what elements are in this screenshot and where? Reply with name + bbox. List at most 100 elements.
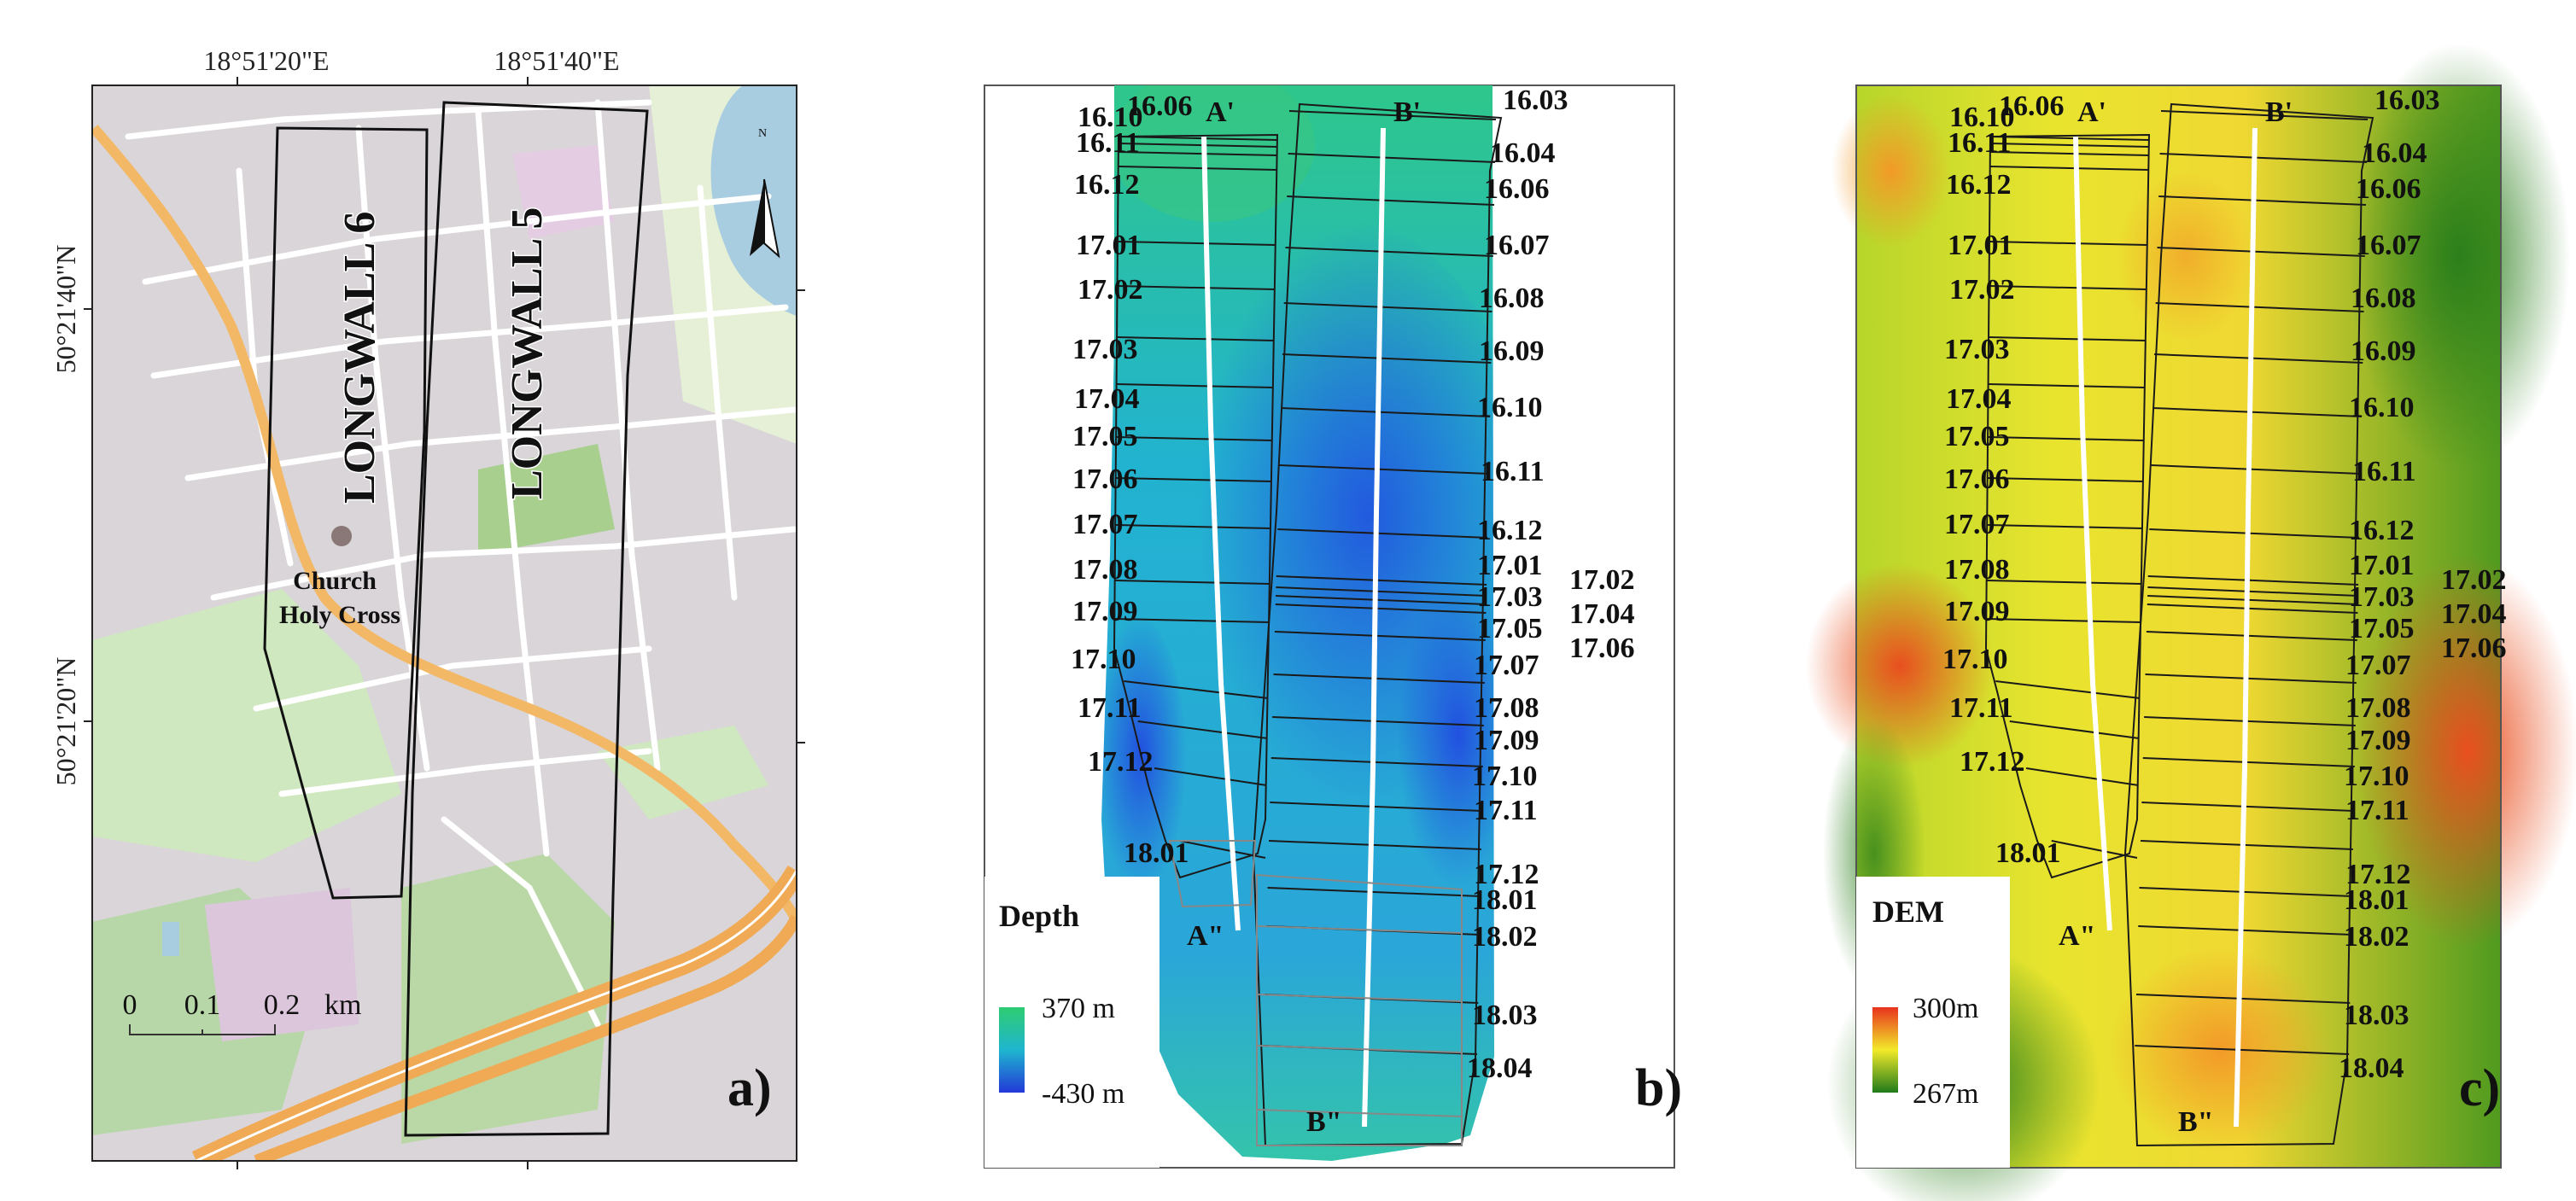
date-label-lw5: 17.10 — [1472, 761, 1538, 792]
date-label-lw6: 16.11 — [1076, 127, 1140, 159]
lw6-panel-line — [1179, 840, 1266, 859]
date-label-lw5: 17.10 — [2344, 761, 2410, 792]
date-label-lw6: 17.05 — [1072, 421, 1138, 452]
depth-legend-max: 370 m — [1042, 993, 1115, 1024]
date-label-lw6: 16.12 — [1074, 169, 1140, 201]
date-label-lw6: 17.09 — [1072, 596, 1138, 627]
date-label-lw6: 17.03 — [1944, 334, 2010, 365]
depth-legend-ramp — [999, 1007, 1025, 1093]
date-label-lw5-right: 17.04 — [2441, 598, 2507, 630]
lw5-panel-line — [1272, 716, 1484, 726]
lw6-panel-line — [1116, 436, 1273, 441]
map-frame — [91, 85, 797, 1162]
depth-raster — [1101, 85, 1494, 1161]
lw6-panel-line — [1989, 241, 2147, 246]
unmined-panel-line — [1256, 925, 1463, 934]
lw6-panel-line — [1115, 524, 1271, 529]
lw5-panel-line — [1276, 575, 1487, 586]
date-label-lw6: 17.07 — [1944, 509, 2010, 540]
date-label-lw6: 17.11 — [1949, 692, 2013, 724]
date-label-lw5: 17.11 — [2345, 795, 2410, 826]
lw5-panel-line — [2142, 757, 2355, 767]
longitude-label-1: 18°51'20"E — [203, 45, 329, 76]
date-label-lw5: 17.12 — [2345, 859, 2411, 890]
dem-legend: DEM 300m 267m — [1856, 877, 2010, 1168]
lw5-panel-line — [1275, 603, 1487, 614]
lw6-panel-line — [1117, 241, 1276, 246]
date-label-lw5-right: 17.02 — [1569, 564, 1635, 596]
date-label-lw5: 18.02 — [2344, 921, 2410, 953]
lw6-panel-line — [1988, 383, 2146, 388]
unmined-panel-line — [1256, 1109, 1463, 1117]
depth-legend-min: -430 m — [1042, 1078, 1124, 1110]
date-label-lw5: 18.01 — [2344, 884, 2410, 916]
date-label-lw5-right: 17.06 — [1569, 633, 1635, 664]
date-label-lw6: 17.02 — [1949, 274, 2015, 306]
lw6-panel-line — [1989, 136, 2150, 141]
north-label: N — [758, 127, 767, 140]
lw5-panel-line — [2153, 353, 2363, 364]
date-label-lw6: 16.06 — [1127, 90, 1193, 122]
lw6-panel-line — [1114, 618, 1270, 623]
date-label-lw6: 17.07 — [1072, 509, 1138, 540]
longwall6-label: LONGWALL 6 — [336, 212, 384, 504]
lw6-panel-line — [1118, 151, 1277, 156]
lw6-panel-line — [1988, 436, 2145, 441]
lw6-panel-line — [1118, 136, 1278, 141]
date-label-lw6: 17.06 — [1944, 463, 2010, 495]
date-label-lw5: 17.08 — [2345, 692, 2411, 724]
date-label-lw6: 17.04 — [1074, 383, 1140, 415]
date-label-lw5: 16.03 — [1503, 85, 1568, 116]
depth-legend-title: Depth — [999, 899, 1079, 933]
unmined-panel-line — [1256, 994, 1463, 1002]
date-label-lw6: 17.10 — [1071, 644, 1136, 675]
date-label-lw5-right: 17.02 — [2441, 564, 2507, 596]
depth-legend: Depth 370 m -430 m — [984, 877, 1159, 1168]
date-label-lw5: 18.03 — [1472, 1000, 1538, 1031]
date-label-lw6: 17.02 — [1078, 274, 1143, 306]
profile-a-start-label: A' — [2077, 96, 2106, 128]
date-label-lw5: 16.09 — [2351, 335, 2416, 367]
date-label-lw6: 17.04 — [1946, 383, 2012, 415]
lw5-panel-line — [2144, 716, 2356, 726]
panel-a-label: a) — [727, 1059, 772, 1117]
lw5-panel-line — [1276, 595, 1487, 605]
lw6-panel-line — [1989, 166, 2149, 171]
lw5-panel-line — [2139, 887, 2352, 897]
scale-bar — [129, 1024, 276, 1035]
date-label-lw5: 17.03 — [1477, 581, 1543, 613]
lw6-panel-line — [1124, 680, 1269, 699]
unmined-area-outline — [1256, 873, 1463, 1146]
panel-a-map: LONGWALL 6 LONGWALL 5 Church Holy Cross … — [50, 45, 805, 1169]
date-label-lw6: 17.08 — [1944, 554, 2010, 586]
date-label-lw6: 17.06 — [1072, 463, 1138, 495]
lw5-panel-line — [1281, 407, 1491, 417]
lw6-panel-line — [2025, 767, 2139, 786]
lw5-panel-line — [1270, 757, 1483, 767]
date-label-lw5: 17.05 — [1477, 613, 1543, 644]
date-label-lw5: 16.03 — [2374, 85, 2440, 116]
lw-b — [1113, 102, 1503, 1147]
date-label-lw5: 17.12 — [1474, 859, 1539, 890]
date-label-lw6: 17.12 — [1088, 746, 1154, 778]
date-label-lw6: 16.10 — [1078, 102, 1143, 133]
profile-b-line — [1362, 127, 1386, 1128]
lw6-panel-line — [1987, 477, 2144, 482]
lw5-panel-line — [2147, 586, 2358, 597]
longwall6-outline — [1984, 133, 2151, 879]
lw5-panel-line — [1287, 195, 1495, 206]
lw5-panel-line — [2149, 528, 2360, 539]
lw6-panel-line — [1114, 580, 1270, 585]
north-arrow-icon — [750, 178, 780, 259]
latitude-label-1: 50°21'40"N — [50, 245, 81, 374]
scale-label-unit: km — [324, 989, 361, 1021]
lw6-panel-line — [1986, 580, 2142, 585]
date-label-lw5: 17.05 — [2349, 613, 2415, 644]
date-label-lw5: 16.10 — [2349, 392, 2415, 423]
profile-a-line — [2073, 136, 2112, 931]
scale-label-1: 0.1 — [184, 989, 221, 1021]
longitude-label-2: 18°51'40"E — [494, 45, 619, 76]
date-label-lw5: 17.09 — [2345, 725, 2411, 756]
date-label-lw5: 18.01 — [1472, 884, 1538, 916]
date-label-lw5: 16.12 — [2349, 515, 2415, 546]
